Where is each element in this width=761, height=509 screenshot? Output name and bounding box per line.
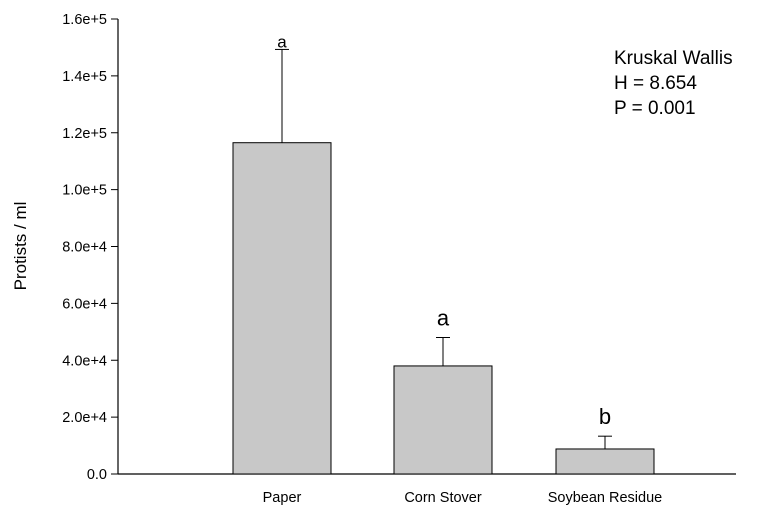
annotation-line: Kruskal Wallis (614, 48, 733, 69)
bar (555, 448, 655, 475)
y-axis-ticks: 0.0 2.0e+4 4.0e+4 6.0e+4 8.0e+4 1.0e+5 1.2e+5 1… (62, 12, 118, 483)
y-axis-label: Protists / ml (11, 202, 30, 291)
y-tick-label: 8.0e+4 (62, 240, 107, 256)
y-tick-label: 1.4e+5 (62, 69, 107, 85)
x-axis-tick-labels: Paper Corn Stover Soybean Residue (263, 490, 663, 506)
significance-label: a (277, 32, 287, 51)
y-tick-label: 1.2e+5 (62, 126, 107, 142)
x-tick-label: Soybean Residue (548, 490, 662, 506)
y-tick-label: 4.0e+4 (62, 353, 107, 369)
bars (232, 142, 655, 475)
y-tick-label: 1.6e+5 (62, 12, 107, 28)
x-tick-label: Paper (263, 490, 302, 506)
annotation-line: H = 8.654 (614, 73, 697, 94)
kruskal-wallis-annotation: Kruskal Wallis H = 8.654 P = 0.001 (614, 48, 733, 119)
y-tick-label: 6.0e+4 (62, 296, 107, 312)
bar (232, 142, 332, 475)
annotation-line: P = 0.001 (614, 98, 696, 119)
bar (393, 365, 493, 475)
significance-labels: a a b (277, 32, 611, 429)
y-tick-label: 1.0e+5 (62, 183, 107, 199)
x-tick-label: Corn Stover (404, 490, 482, 506)
y-tick-label: 2.0e+4 (62, 410, 107, 426)
significance-label: b (599, 404, 611, 429)
error-bars (275, 48, 612, 449)
significance-label: a (437, 306, 450, 331)
y-tick-label: 0.0 (87, 467, 107, 483)
